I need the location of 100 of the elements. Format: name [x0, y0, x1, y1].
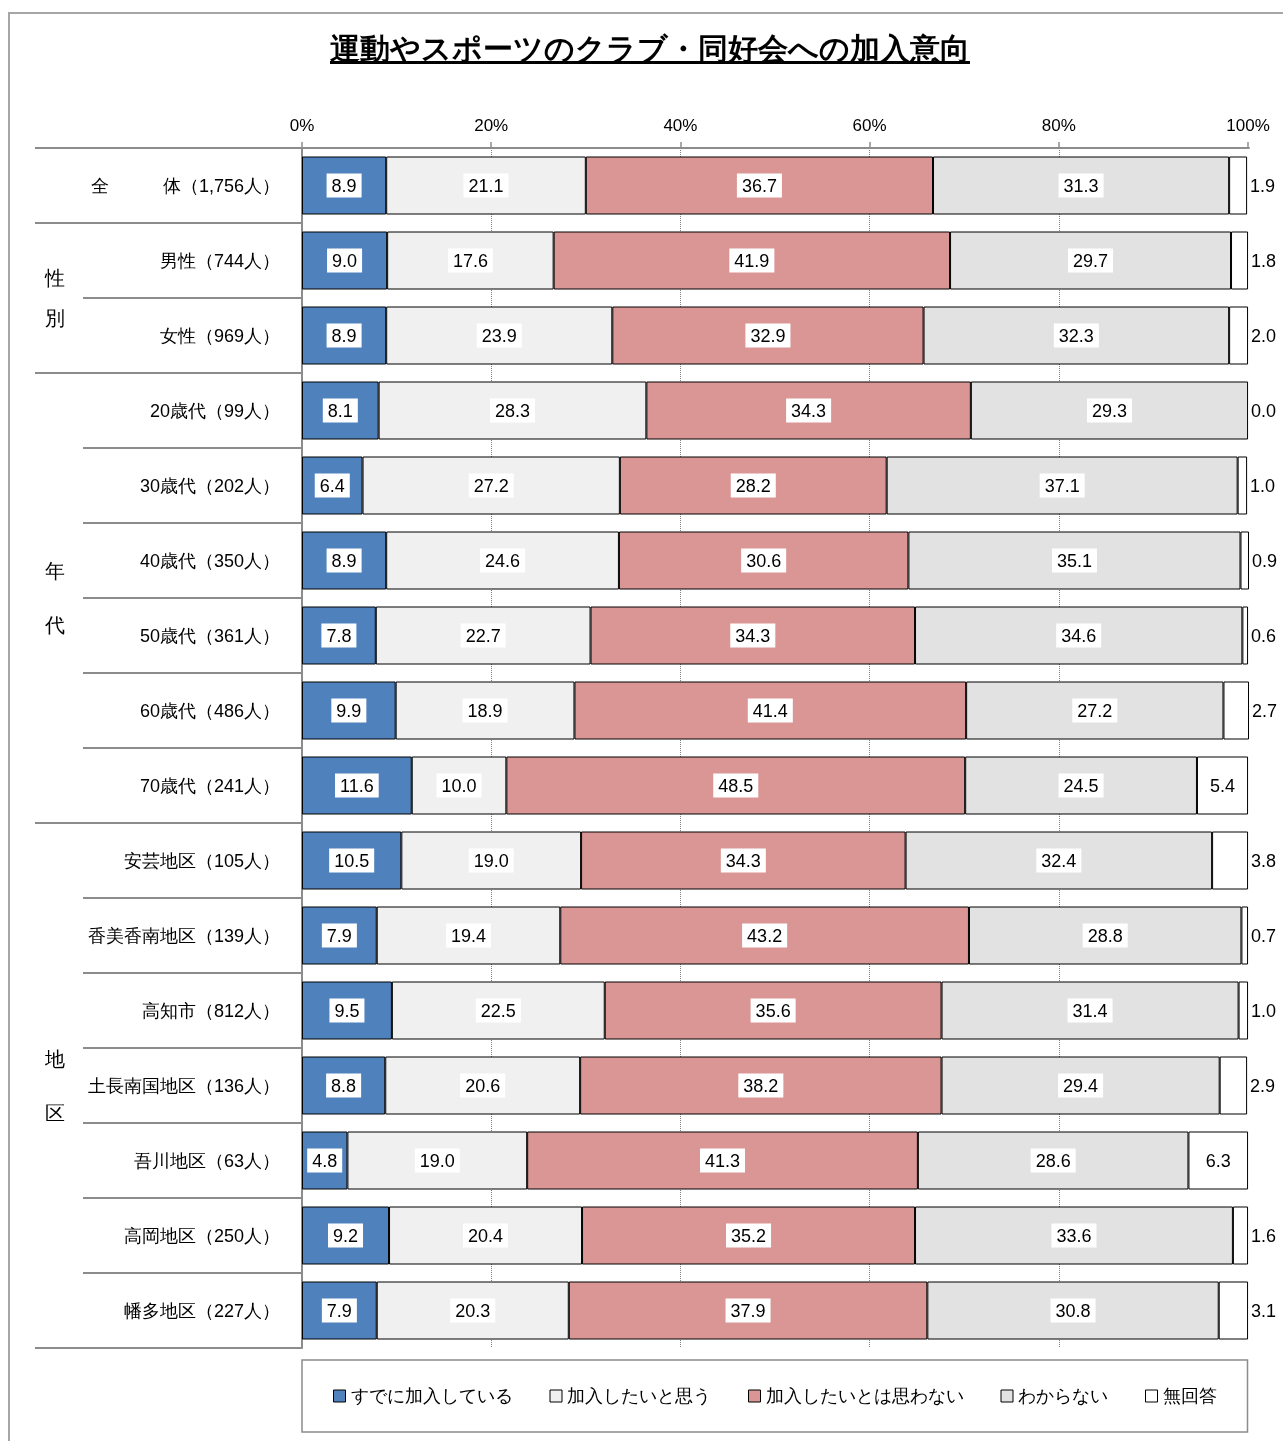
data-label: 8.1: [327, 400, 353, 421]
data-label: 22.5: [480, 1000, 516, 1021]
text: 年代: [45, 560, 65, 636]
data-label: 9.2: [333, 1225, 359, 1246]
y-tick-label: 全 体（1,756人）: [90, 175, 280, 196]
data-label: 8.9: [331, 325, 357, 346]
data-label: 34.6: [1061, 625, 1097, 646]
data-label: 4.8: [312, 1150, 338, 1171]
data-label: 28.6: [1035, 1150, 1071, 1171]
y-tick-label: 20歳代（99人）: [149, 400, 280, 421]
data-label: 9.5: [334, 1000, 360, 1021]
data-label: 0.6: [1251, 625, 1277, 646]
legend-label: 加入したいとは思わない: [765, 1386, 964, 1406]
data-label: 31.4: [1072, 1000, 1108, 1021]
y-tick-label: 男性（744人）: [159, 250, 280, 271]
data-label: 10.0: [441, 775, 477, 796]
x-tick-label: 20%: [474, 116, 509, 135]
data-label: 6.4: [319, 475, 345, 496]
data-label: 18.9: [467, 700, 503, 721]
data-label: 24.6: [485, 550, 521, 571]
y-tick-label: 高知市（812人）: [141, 1000, 280, 1021]
data-label: 27.2: [473, 475, 509, 496]
data-label: 35.6: [755, 1000, 791, 1021]
data-label: 38.2: [743, 1075, 779, 1096]
y-tick-label: 30歳代（202人）: [139, 475, 280, 496]
x-tick-label: 0%: [289, 116, 315, 135]
y-tick-label: 70歳代（241人）: [139, 775, 280, 796]
data-label: 6.3: [1205, 1150, 1231, 1171]
data-label: 32.4: [1041, 850, 1077, 871]
data-label: 37.9: [730, 1300, 766, 1321]
data-label: 41.4: [752, 700, 788, 721]
data-label: 20.6: [465, 1075, 501, 1096]
legend-label: 無回答: [1162, 1386, 1217, 1406]
data-label: 2.7: [1252, 700, 1278, 721]
data-label: 9.0: [332, 250, 358, 271]
data-label: 32.9: [750, 325, 786, 346]
y-tick-label: 40歳代（350人）: [139, 550, 280, 571]
data-label: 30.8: [1055, 1300, 1091, 1321]
data-label: 5.4: [1209, 775, 1236, 796]
x-tick-label: 80%: [1041, 116, 1076, 135]
legend-label: 加入したいと思う: [567, 1386, 711, 1406]
data-label: 8.9: [331, 550, 357, 571]
data-label: 34.3: [735, 625, 771, 646]
data-label: 2.0: [1251, 325, 1277, 346]
data-label: 7.9: [326, 1300, 352, 1321]
data-label: 32.3: [1058, 325, 1094, 346]
data-label: 9.9: [336, 700, 362, 721]
y-tick-label: 高岡地区（250人）: [123, 1225, 280, 1246]
data-label: 27.2: [1077, 700, 1113, 721]
legend-label: わからない: [1018, 1386, 1108, 1406]
data-label: 29.4: [1063, 1075, 1099, 1096]
data-label: 43.2: [747, 925, 783, 946]
data-label: 35.1: [1056, 550, 1092, 571]
data-label: 24.5: [1063, 775, 1099, 796]
data-label: 22.7: [465, 625, 501, 646]
data-label: 41.3: [705, 1150, 741, 1171]
y-tick-label: 香美香南地区（139人）: [87, 925, 280, 946]
data-label: 31.3: [1063, 175, 1099, 196]
y-tick-label: 安芸地区（105人）: [123, 850, 280, 871]
data-label: 0.7: [1251, 925, 1277, 946]
y-tick-label: 60歳代（486人）: [139, 700, 280, 721]
data-label: 0.9: [1252, 550, 1278, 571]
data-label: 30.6: [746, 550, 782, 571]
data-label: 29.7: [1073, 250, 1109, 271]
y-tick-label: 吾川地区（63人）: [133, 1150, 280, 1171]
data-label: 28.2: [735, 475, 771, 496]
data-label: 0.0: [1251, 400, 1277, 421]
x-tick-label: 100%: [1226, 116, 1270, 135]
data-label: 37.1: [1044, 475, 1080, 496]
data-label: 19.4: [450, 925, 487, 946]
data-label: 10.5: [334, 850, 370, 871]
data-label: 1.0: [1250, 475, 1276, 496]
data-label: 20.3: [455, 1300, 491, 1321]
data-label: 2.9: [1250, 1075, 1276, 1096]
data-label: 7.9: [326, 925, 352, 946]
data-label: 21.1: [468, 175, 504, 196]
data-label: 3.8: [1251, 850, 1277, 871]
text: 地区: [45, 1047, 65, 1124]
data-label: 1.8: [1251, 250, 1277, 271]
data-label: 17.6: [452, 250, 488, 271]
data-label: 7.8: [326, 625, 352, 646]
data-label: 35.2: [731, 1225, 767, 1246]
data-label: 28.8: [1087, 925, 1123, 946]
data-label: 28.3: [494, 400, 531, 421]
data-label: 11.6: [340, 775, 374, 796]
data-label: 1.6: [1251, 1225, 1277, 1246]
data-label: 19.0: [419, 1150, 455, 1171]
data-label: 8.8: [331, 1075, 357, 1096]
data-label: 1.0: [1251, 1000, 1277, 1021]
data-label: 41.9: [734, 250, 770, 271]
data-label: 34.3: [791, 400, 827, 421]
data-label: 34.3: [725, 850, 761, 871]
data-label: 23.9: [481, 325, 517, 346]
data-label: 3.1: [1251, 1300, 1277, 1321]
y-tick-label: 50歳代（361人）: [139, 625, 280, 646]
x-tick-label: 60%: [852, 116, 887, 135]
y-tick-label: 女性（969人）: [159, 325, 280, 346]
data-label: 48.5: [718, 775, 754, 796]
legend-label: すでに加入している: [350, 1386, 513, 1406]
data-label: 19.0: [473, 850, 509, 871]
